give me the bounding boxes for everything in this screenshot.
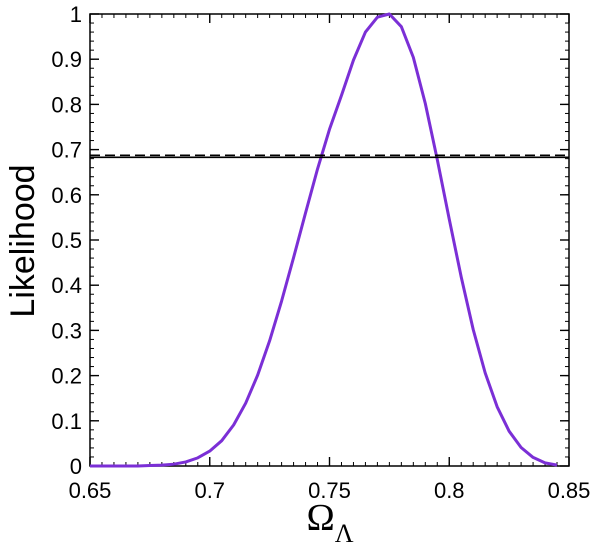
x-axis-label-symbol: Ω xyxy=(306,497,334,539)
x-tick-label: 0.7 xyxy=(194,478,225,503)
x-tick-label: 0.8 xyxy=(434,478,465,503)
y-axis-label: Likelihood xyxy=(4,164,42,317)
x-tick-label: 0.85 xyxy=(548,478,591,503)
y-tick-label: 0.2 xyxy=(51,364,82,389)
y-tick-label: 0.9 xyxy=(51,47,82,72)
x-tick-label: 0.75 xyxy=(308,478,351,503)
y-tick-label: 0.7 xyxy=(51,138,82,163)
y-tick-label: 0.8 xyxy=(51,92,82,117)
likelihood-curve xyxy=(90,12,558,468)
y-tick-label: 0.3 xyxy=(51,318,82,343)
y-tick-label: 1 xyxy=(70,2,82,27)
y-tick-label: 0 xyxy=(70,454,82,479)
y-tick-label: 0.4 xyxy=(51,273,82,298)
y-tick-label: 0.5 xyxy=(51,228,82,253)
y-tick-label: 0.1 xyxy=(51,409,82,434)
x-axis-label: ΩΛ xyxy=(306,497,353,548)
plot-frame xyxy=(89,13,570,467)
x-axis-label-subscript: Λ xyxy=(335,519,354,548)
y-tick-label: 0.6 xyxy=(51,183,82,208)
x-tick-label: 0.65 xyxy=(69,478,112,503)
